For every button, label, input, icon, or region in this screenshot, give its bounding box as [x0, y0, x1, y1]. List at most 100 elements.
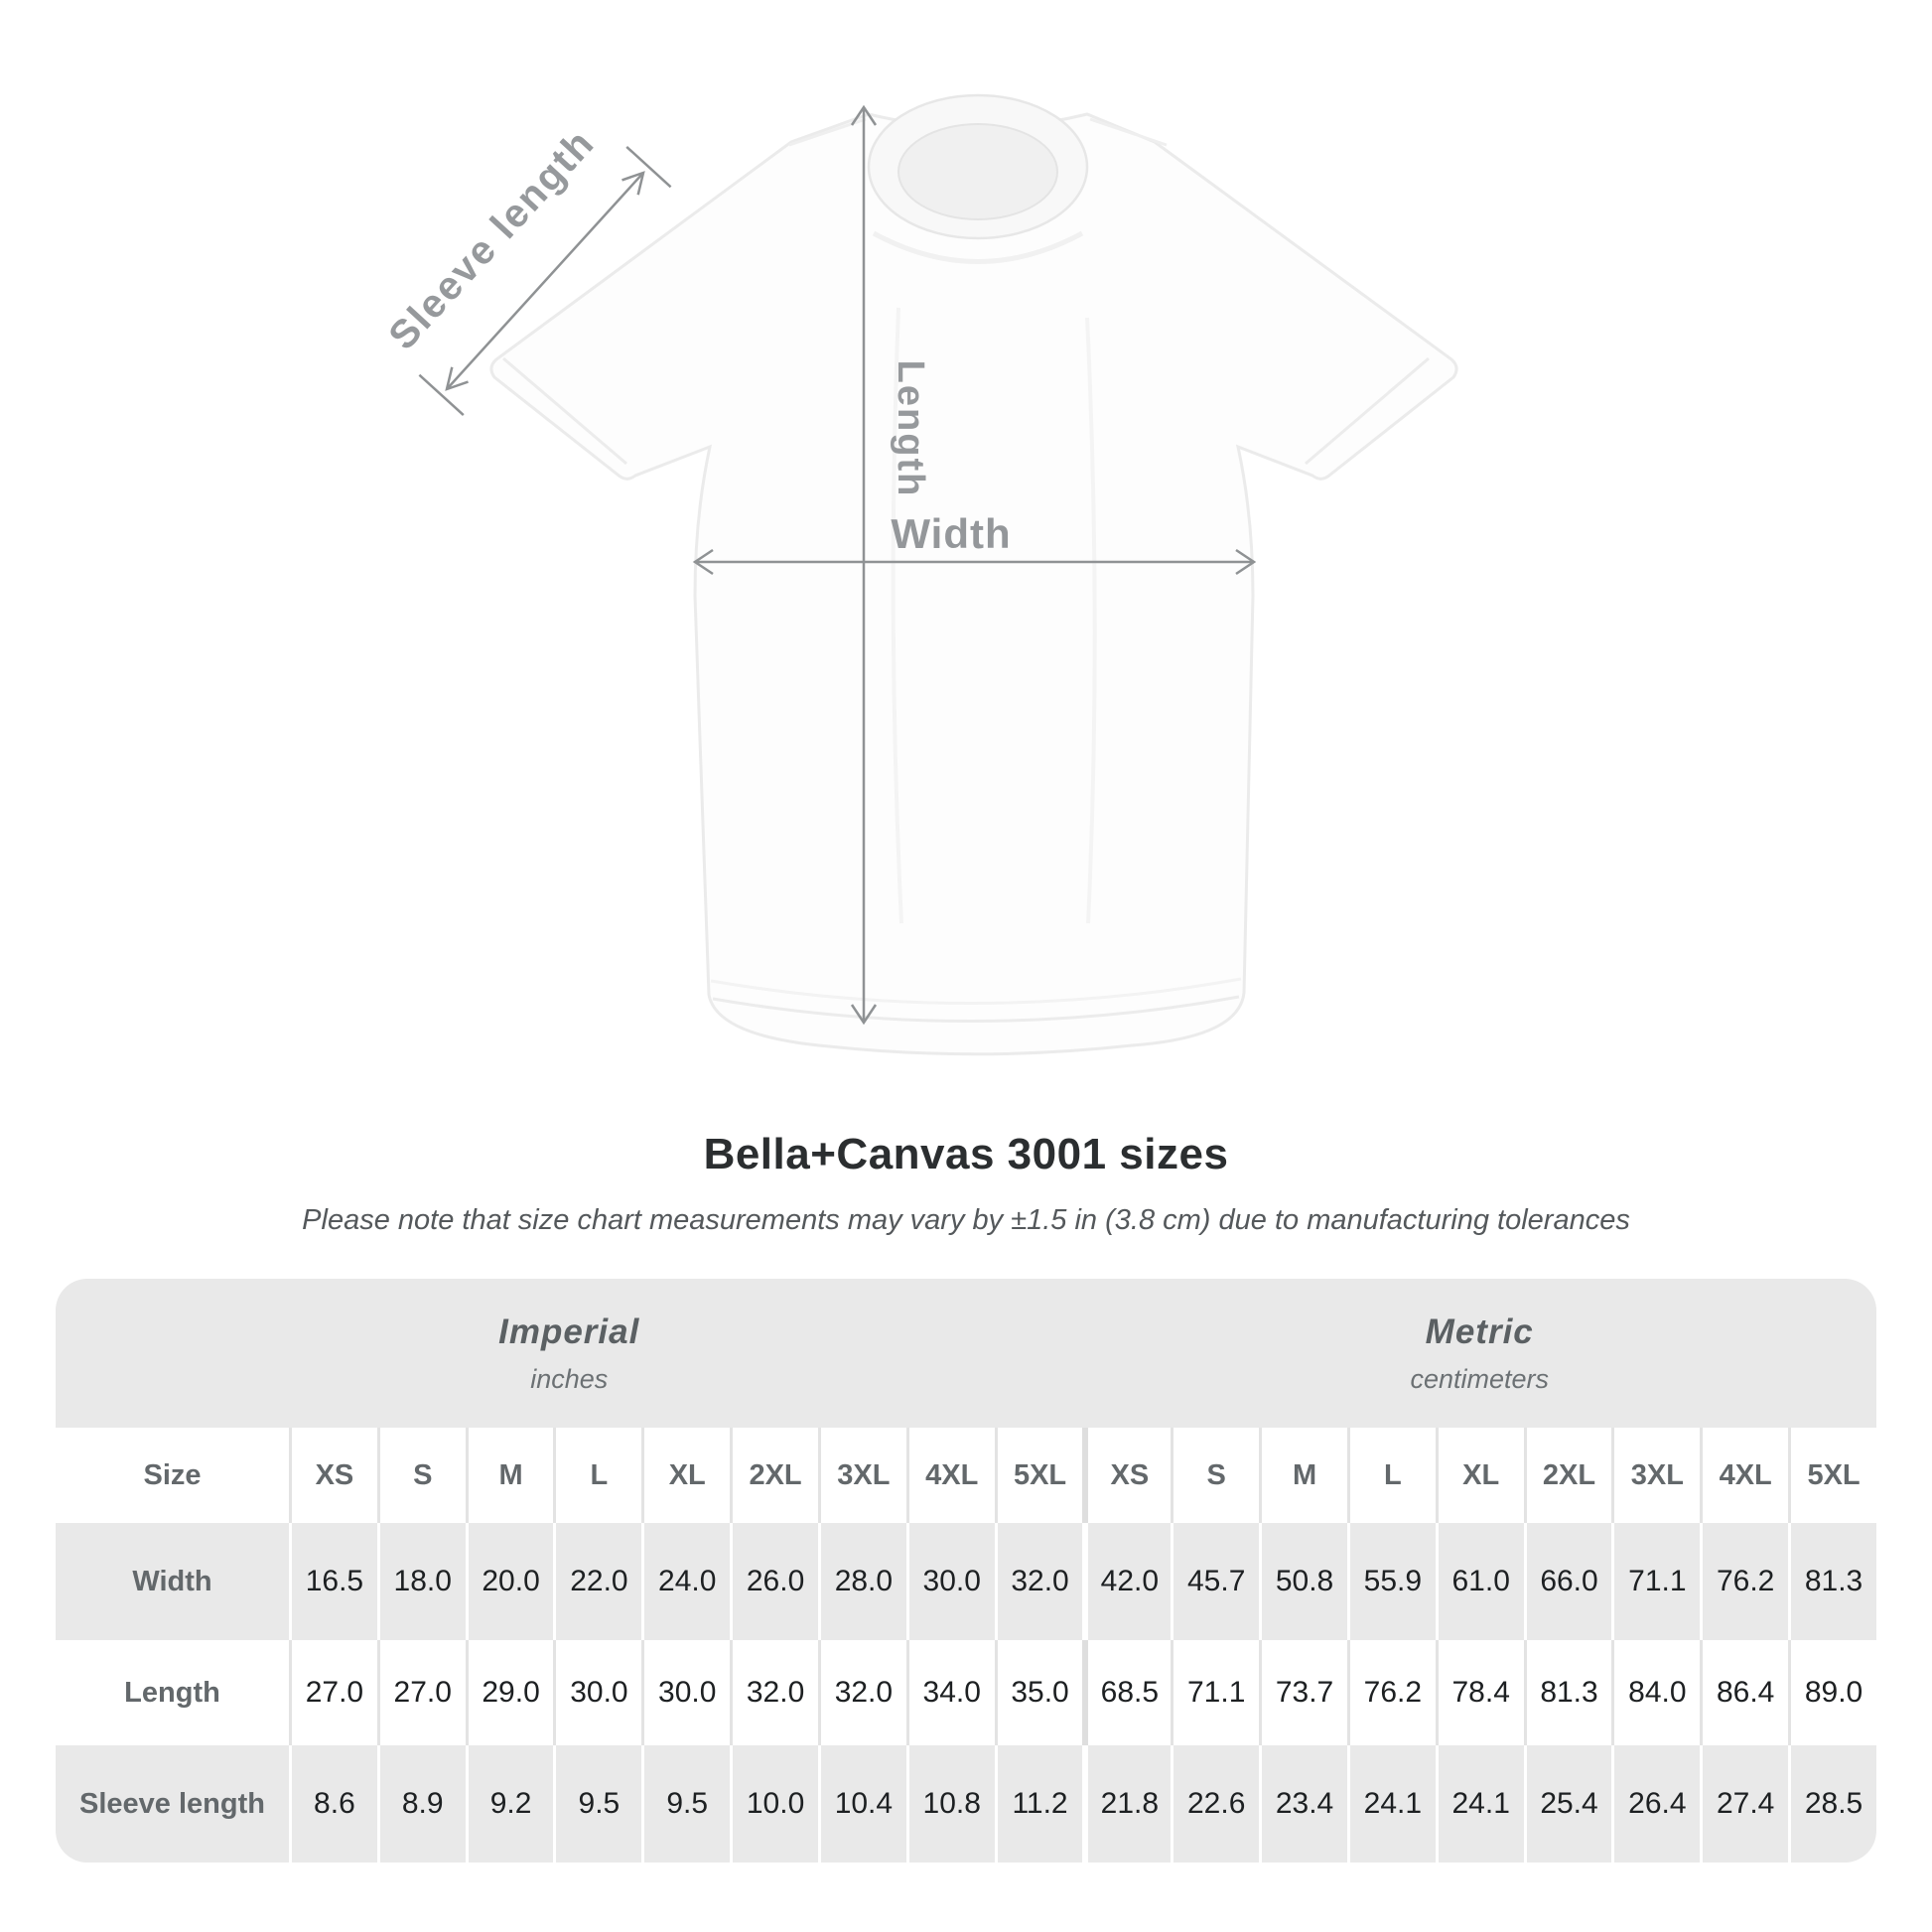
measurement-cell: 27.0: [289, 1640, 377, 1745]
size-header-cell: 5XL: [1788, 1428, 1876, 1523]
measurement-cell: 68.5: [1082, 1640, 1172, 1745]
size-header-cell: XS: [289, 1428, 377, 1523]
measurement-cell: 42.0: [1082, 1523, 1172, 1640]
measurement-cell: 32.0: [730, 1640, 818, 1745]
unit-header-imperial: Imperial inches: [56, 1279, 1083, 1428]
measurement-cell: 35.0: [994, 1640, 1083, 1745]
measurement-cell: 24.0: [641, 1523, 731, 1640]
measurement-cell: 27.4: [1700, 1745, 1789, 1863]
measurement-cell: 28.0: [817, 1523, 906, 1640]
size-header-cell: M: [465, 1428, 554, 1523]
measurement-cell: 71.1: [1171, 1640, 1260, 1745]
measurement-cell: 26.0: [730, 1523, 818, 1640]
measurement-cell: 76.2: [1346, 1640, 1436, 1745]
measurement-cell: 71.1: [1611, 1523, 1701, 1640]
size-header-cell: L: [553, 1428, 642, 1523]
measurement-cell: 78.4: [1435, 1640, 1524, 1745]
measurement-cell: 73.7: [1259, 1640, 1347, 1745]
measurement-cell: 9.5: [641, 1745, 731, 1863]
measurement-cell: 9.5: [553, 1745, 642, 1863]
measurement-cell: 89.0: [1788, 1640, 1876, 1745]
unit-header-metric: Metric centimeters: [1082, 1279, 1876, 1428]
measurement-cell: 76.2: [1700, 1523, 1789, 1640]
row-label: Sleeve length: [56, 1745, 289, 1863]
width-row: Width 16.5 18.0 20.0 22.0 24.0 26.0 28.0…: [56, 1523, 1876, 1640]
measurement-cell: 84.0: [1611, 1640, 1701, 1745]
measurement-cell: 20.0: [465, 1523, 554, 1640]
measurement-cell: 34.0: [905, 1640, 995, 1745]
measurement-cell: 30.0: [641, 1640, 731, 1745]
measurement-cell: 50.8: [1259, 1523, 1347, 1640]
size-header-cell: 2XL: [1523, 1428, 1612, 1523]
size-header-cell: S: [1171, 1428, 1260, 1523]
measurement-cell: 10.0: [730, 1745, 818, 1863]
measurement-cell: 32.0: [994, 1523, 1083, 1640]
size-chart: Imperial inches Metric centimeters Size …: [56, 1279, 1876, 1863]
size-header-cell: 5XL: [994, 1428, 1083, 1523]
measurement-cell: 32.0: [817, 1640, 906, 1745]
measurement-cell: 29.0: [465, 1640, 554, 1745]
size-header-cell: XL: [1435, 1428, 1524, 1523]
size-column-header: Size: [56, 1428, 289, 1523]
size-header-cell: 4XL: [905, 1428, 995, 1523]
measurement-cell: 8.6: [289, 1745, 377, 1863]
size-header-cell: M: [1259, 1428, 1347, 1523]
measurement-cell: 81.3: [1523, 1640, 1612, 1745]
length-arrow: [850, 104, 878, 1026]
size-header-cell: L: [1346, 1428, 1436, 1523]
size-header-cell: 3XL: [1611, 1428, 1701, 1523]
measurement-cell: 18.0: [376, 1523, 466, 1640]
measurement-cell: 24.1: [1346, 1745, 1436, 1863]
metric-sublabel: centimeters: [1410, 1363, 1549, 1394]
measurement-cell: 81.3: [1788, 1523, 1876, 1640]
measurement-cell: 27.0: [376, 1640, 466, 1745]
measurement-cell: 28.5: [1788, 1745, 1876, 1863]
row-label: Width: [56, 1523, 289, 1640]
tshirt-collar: [867, 93, 1089, 264]
measurement-cell: 21.8: [1082, 1745, 1172, 1863]
measurement-cell: 45.7: [1171, 1523, 1260, 1640]
size-header-row: Size XS S M L XL 2XL 3XL 4XL 5XL XS S M …: [56, 1428, 1876, 1523]
size-chart-table: Imperial inches Metric centimeters Size …: [56, 1279, 1876, 1863]
sleeve-length-arrow: [418, 145, 672, 417]
imperial-sublabel: inches: [530, 1363, 609, 1394]
imperial-label: Imperial: [498, 1311, 640, 1351]
measurement-cell: 55.9: [1346, 1523, 1436, 1640]
size-header-cell: S: [376, 1428, 466, 1523]
sleeve-length-row: Sleeve length 8.6 8.9 9.2 9.5 9.5 10.0 1…: [56, 1745, 1876, 1863]
measurement-cell: 25.4: [1523, 1745, 1612, 1863]
length-label: Length: [890, 360, 931, 498]
measurement-cell: 23.4: [1259, 1745, 1347, 1863]
unit-header-row: Imperial inches Metric centimeters: [56, 1279, 1876, 1428]
size-header-cell: 3XL: [817, 1428, 906, 1523]
row-label: Length: [56, 1640, 289, 1745]
metric-label: Metric: [1425, 1311, 1534, 1351]
width-label: Width: [891, 510, 1011, 557]
size-header-cell: 2XL: [730, 1428, 818, 1523]
measurement-cell: 86.4: [1700, 1640, 1789, 1745]
measurement-cell: 61.0: [1435, 1523, 1524, 1640]
size-header-cell: 4XL: [1700, 1428, 1789, 1523]
length-row: Length 27.0 27.0 29.0 30.0 30.0 32.0 32.…: [56, 1640, 1876, 1745]
measurement-cell: 10.4: [817, 1745, 906, 1863]
measurement-cell: 30.0: [905, 1523, 995, 1640]
size-header-cell: XL: [641, 1428, 731, 1523]
width-arrow: [692, 548, 1257, 576]
measurement-cell: 10.8: [905, 1745, 995, 1863]
measurement-cell: 11.2: [994, 1745, 1083, 1863]
measurement-cell: 9.2: [465, 1745, 554, 1863]
measurement-cell: 8.9: [376, 1745, 466, 1863]
tshirt-diagram: Sleeve length Length Width: [380, 93, 1458, 1056]
measurement-cell: 24.1: [1435, 1745, 1524, 1863]
measurement-cell: 66.0: [1523, 1523, 1612, 1640]
tolerance-note: Please note that size chart measurements…: [302, 1204, 1630, 1236]
tshirt-body: [489, 93, 1458, 1056]
size-header-cell: XS: [1082, 1428, 1172, 1523]
measurement-cell: 16.5: [289, 1523, 377, 1640]
page-title: Bella+Canvas 3001 sizes: [703, 1130, 1229, 1178]
measurement-cell: 30.0: [553, 1640, 642, 1745]
measurement-cell: 22.0: [553, 1523, 642, 1640]
tshirt-seams: [502, 117, 1430, 1023]
measurement-cell: 26.4: [1611, 1745, 1701, 1863]
